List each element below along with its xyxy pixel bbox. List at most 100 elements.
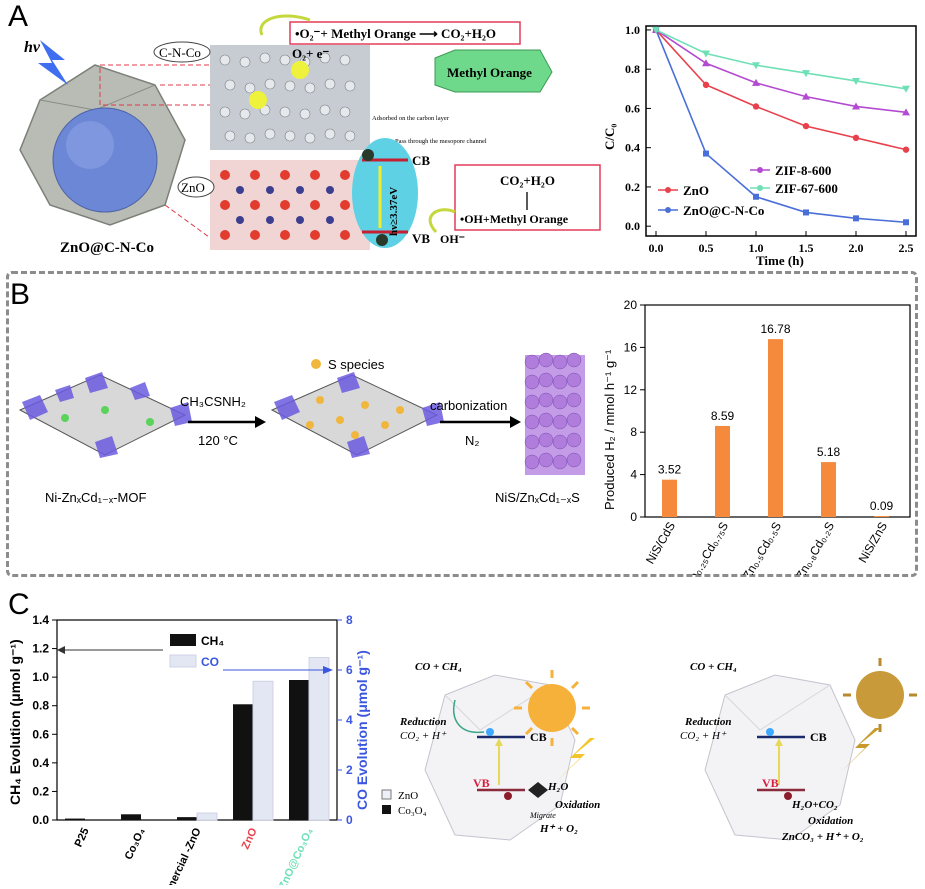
- chartC-ytick-left-label: 1.2: [32, 642, 49, 656]
- chartA-point: [752, 103, 760, 110]
- chartC-bar-co: [196, 812, 218, 821]
- chartC-legend-co-swatch: [169, 654, 197, 668]
- chartB-category-label: NiS/Zn₀.₅Cd₀.₅S: [729, 520, 784, 576]
- right-cb: CB: [810, 730, 827, 744]
- left-product: CO + CH₄: [415, 661, 462, 673]
- chartA-point: [702, 59, 710, 67]
- chartB-ytick-label: 12: [624, 383, 638, 397]
- chartA-xtick-label: 2.5: [899, 241, 914, 255]
- oh-reaction-bottom: •OH+Methyl Orange: [460, 212, 569, 226]
- chartA-point: [703, 150, 709, 157]
- chartA-ytick-label: 0.2: [625, 180, 640, 194]
- chartB-value-label: 5.18: [817, 445, 841, 459]
- chartA-xtick-label: 2.0: [849, 241, 864, 255]
- chartC-bar-co: [308, 657, 330, 821]
- right-reduction: Reduction: [684, 716, 731, 728]
- chartC-legend-ch4-label: CH₄: [201, 634, 224, 648]
- chartC-ytick-left-label: 0.6: [32, 727, 49, 741]
- reagent-label: CH₃CSNH₂: [180, 394, 246, 409]
- chartC-category-label: ZnO@Co₃O₄: [277, 826, 316, 885]
- bandgap-label: hν≥3.37eV: [388, 187, 400, 236]
- chartB-category-label: NiS/Zn₀.₂₅Cd₀.₇₅S: [671, 520, 731, 576]
- cb-label: CB: [412, 153, 430, 168]
- chartC-ytick-left-label: 0.0: [32, 813, 49, 827]
- chartC-category-label: Commercial -ZnO: [154, 826, 204, 885]
- chartA-xtick-label: 1.0: [749, 241, 764, 255]
- adsorbed-note: Adsorbed on the carbon layer: [372, 115, 450, 122]
- pass-note: Pass through the mesopore channel: [395, 138, 487, 145]
- chartB-category-label: NiS/ZnS: [856, 520, 890, 566]
- chartC-ytick-right-label: 0: [346, 813, 353, 827]
- chartA-point: [652, 26, 660, 34]
- vb-label: VB: [412, 231, 430, 246]
- right-product: CO + CH₄: [690, 661, 737, 673]
- chartA-point: [902, 108, 910, 116]
- chartA-point: [802, 122, 810, 130]
- chartB-value-label: 16.78: [760, 322, 790, 336]
- chartB-bar: [715, 425, 730, 517]
- chartB-value-label: 0.09: [870, 499, 894, 513]
- panel-letter-c: C: [8, 588, 30, 621]
- zno-label: ZnO: [181, 180, 205, 195]
- chartA-series-line: [655, 29, 907, 224]
- carbonization-label: carbonization: [430, 398, 507, 413]
- chartC-ytick-left-label: 0.2: [32, 784, 49, 798]
- chartA-point: [702, 81, 710, 89]
- chartA-legend-marker: [665, 207, 671, 213]
- chartB-bar: [662, 479, 677, 517]
- o2-electron: O₂+ e⁻: [292, 46, 329, 61]
- chartA-point: [852, 102, 860, 110]
- panel-a-schematic: hν ZnO@C-N-Co C-N-Co ZnO •O₂⁻+ Methyl Or…: [19, 14, 601, 256]
- chartA-xlabel: Time (h): [756, 253, 804, 268]
- chartC-bar-ch4: [65, 818, 85, 820]
- left-cb: CB: [530, 730, 547, 744]
- right-h2o: H₂O+CO₂: [791, 799, 838, 811]
- methyl-orange: Methyl Orange: [447, 65, 532, 80]
- chartA-legend-marker: [757, 167, 763, 173]
- chartA-ytick-label: 0.6: [625, 101, 640, 115]
- left-reduction-sub: CO₂ + H⁺: [400, 730, 447, 742]
- chartA-point: [802, 92, 810, 100]
- chartC-ytick-right-label: 2: [346, 763, 353, 777]
- chartA-point: [853, 215, 859, 222]
- chartA-ytick-label: 0.8: [625, 62, 640, 76]
- chartB-value-label: 8.59: [711, 409, 735, 423]
- chartA-legend-label: ZnO@C-N-Co: [683, 203, 764, 218]
- right-vb: VB: [762, 776, 779, 790]
- chartA-point: [852, 77, 860, 85]
- oh-minus: OH⁻: [440, 232, 465, 246]
- chartB-ytick-label: 4: [630, 468, 637, 482]
- chartC-ytick-left-label: 0.8: [32, 699, 49, 713]
- chartC-ytick-left-label: 0.4: [32, 756, 49, 770]
- chartC-ytick-right-label: 6: [346, 663, 353, 677]
- mof-framework-sulfided: [270, 372, 444, 458]
- left-h2o: H₂O: [547, 781, 568, 793]
- chartB-value-label: 3.52: [658, 463, 682, 477]
- composite-label: ZnO@C-N-Co: [60, 240, 154, 256]
- chartC-ytick-left-label: 1.4: [32, 613, 49, 627]
- chartA-ylabel: C/C₀: [602, 124, 617, 150]
- panel-c-schematics: CB VB CO + CH₄ Reduction CO₂ + H⁺ H₂O Ox…: [381, 658, 917, 843]
- left-reduction: Reduction: [399, 716, 446, 728]
- legend-co3o4: Co₃O₄: [398, 805, 427, 817]
- chartC-bar-co: [252, 680, 274, 821]
- band-diagram-oval: [352, 138, 418, 248]
- chartA-point: [903, 219, 909, 226]
- chartB-ytick-label: 8: [630, 425, 637, 439]
- right-oxidation: Oxidation: [808, 815, 853, 827]
- chartA-point: [702, 50, 710, 58]
- methyl-orange-badge: [434, 49, 553, 93]
- n2-label: N₂: [465, 433, 479, 448]
- chartA-point: [902, 146, 910, 153]
- legend-zno: ZnO: [398, 790, 418, 802]
- chartA-point: [752, 78, 760, 86]
- chartA-ytick-label: 0.0: [625, 219, 640, 233]
- panel-b-schematic: CH₃CSNH₂ 120 °C S species carbonization …: [18, 352, 585, 505]
- hv-label: hν: [24, 39, 41, 56]
- chartC-legend-co-label: CO: [201, 655, 219, 669]
- chartA-point: [902, 85, 910, 93]
- degradation-line-chart: 0.0 0.2 0.4 0.6 0.8 1.0 0.0 0.5 1.0 1.5 2.0 2.5 C/…: [602, 23, 917, 268]
- panel-b-frame: [6, 271, 918, 577]
- mechanism-zno-co3o4: CB VB CO + CH₄ Reduction CO₂ + H⁺ H₂O Ox…: [381, 661, 600, 841]
